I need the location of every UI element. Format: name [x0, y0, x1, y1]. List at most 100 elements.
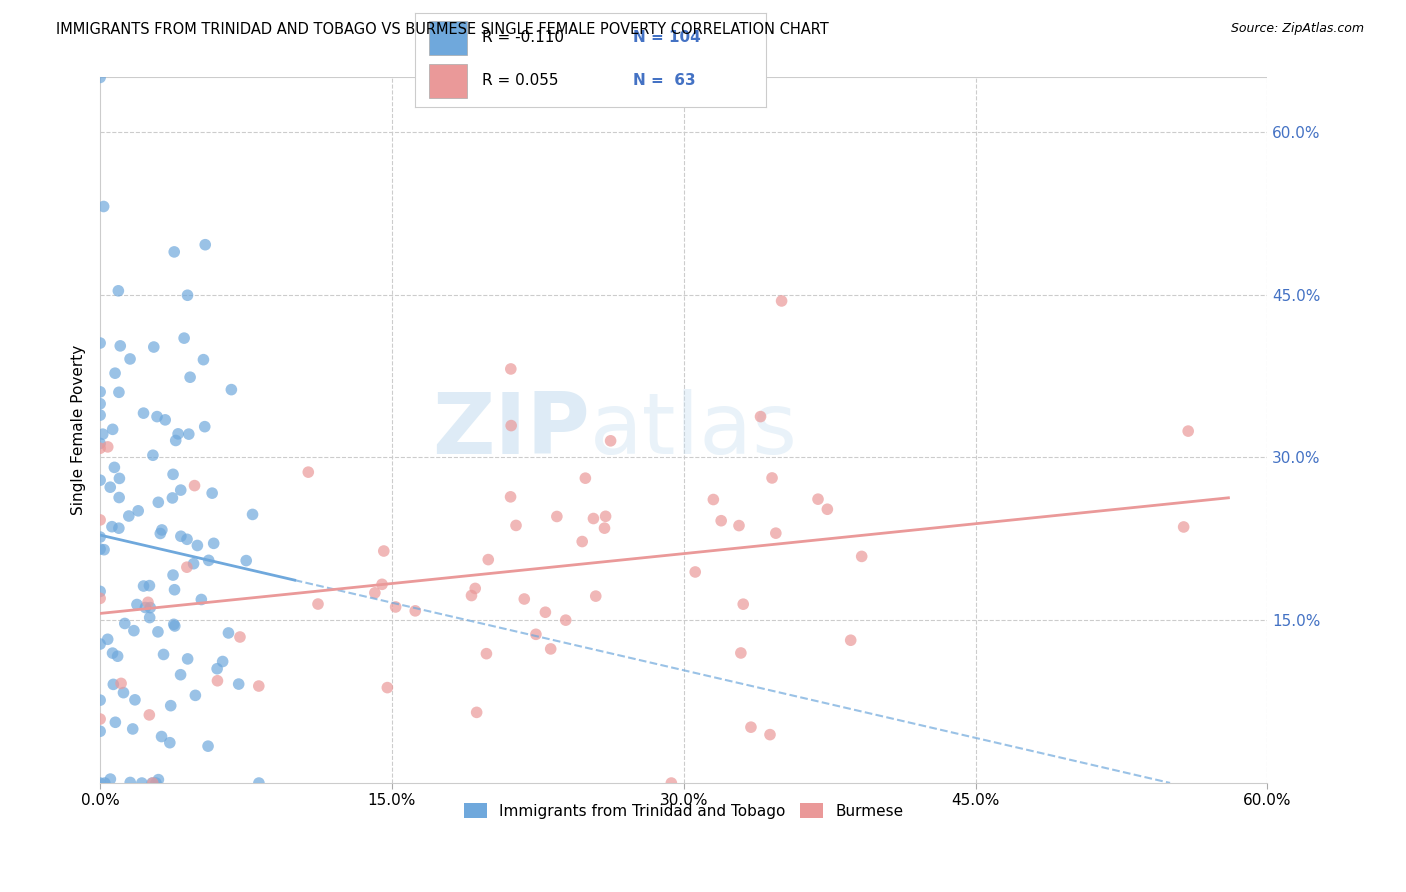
Point	[89, 542, 111, 557]
Point	[97, 632, 120, 647]
Point	[89, 530, 111, 544]
Point	[170, 483, 193, 497]
Point	[146, 409, 169, 424]
Text: Source: ZipAtlas.com: Source: ZipAtlas.com	[1230, 22, 1364, 36]
Point	[132, 406, 155, 420]
Point	[730, 646, 752, 660]
Point	[114, 616, 136, 631]
Point	[148, 495, 170, 509]
Point	[120, 351, 142, 366]
Point	[839, 633, 862, 648]
Point	[228, 677, 250, 691]
Point	[371, 577, 394, 591]
Point	[89, 336, 111, 351]
Point	[242, 508, 264, 522]
Point	[89, 408, 111, 422]
Point	[107, 649, 129, 664]
Point	[162, 491, 184, 505]
Point	[761, 471, 783, 485]
Point	[513, 592, 536, 607]
Point	[593, 521, 616, 535]
Text: R = -0.110: R = -0.110	[481, 30, 564, 45]
Point	[186, 539, 208, 553]
Point	[98, 480, 121, 494]
Point	[136, 595, 159, 609]
Point	[163, 582, 186, 597]
Point	[169, 667, 191, 681]
Point	[173, 331, 195, 345]
Point	[599, 434, 621, 448]
Point	[170, 529, 193, 543]
Point	[89, 591, 111, 606]
Point	[97, 440, 120, 454]
Point	[176, 533, 198, 547]
Point	[167, 426, 190, 441]
Point	[124, 693, 146, 707]
Point	[554, 613, 576, 627]
Point	[91, 427, 114, 442]
Text: atlas: atlas	[591, 389, 799, 472]
Point	[207, 673, 229, 688]
Point	[183, 557, 205, 571]
Point	[184, 689, 207, 703]
Point	[120, 775, 142, 789]
Point	[89, 776, 111, 790]
Point	[121, 722, 143, 736]
Point	[202, 536, 225, 550]
Point	[89, 397, 111, 411]
Text: R = 0.055: R = 0.055	[481, 73, 558, 88]
Point	[89, 70, 111, 85]
Point	[89, 712, 111, 726]
Point	[710, 514, 733, 528]
Point	[235, 553, 257, 567]
Point	[89, 473, 111, 487]
Point	[1173, 520, 1195, 534]
Point	[733, 597, 755, 611]
Point	[194, 237, 217, 252]
Point	[101, 422, 124, 436]
Point	[89, 693, 111, 707]
Point	[108, 471, 131, 485]
Point	[702, 492, 724, 507]
Point	[108, 385, 131, 400]
Point	[307, 597, 329, 611]
Point	[131, 776, 153, 790]
Point	[138, 579, 160, 593]
Point	[138, 610, 160, 624]
FancyBboxPatch shape	[429, 21, 467, 54]
Point	[375, 681, 398, 695]
Point	[297, 465, 319, 479]
Point	[89, 637, 111, 651]
Point	[221, 383, 243, 397]
Point	[193, 352, 215, 367]
Point	[659, 776, 682, 790]
Point	[104, 715, 127, 730]
Point	[247, 776, 270, 790]
Point	[683, 565, 706, 579]
Point	[205, 662, 228, 676]
Point	[765, 526, 787, 541]
Point	[159, 698, 181, 713]
Point	[197, 553, 219, 567]
Point	[142, 776, 165, 790]
Point	[94, 776, 117, 790]
Point	[150, 523, 173, 537]
Point	[101, 646, 124, 660]
Point	[89, 724, 111, 739]
Point	[176, 652, 198, 666]
Point	[384, 599, 406, 614]
Point	[524, 627, 547, 641]
Point	[595, 509, 617, 524]
Point	[141, 776, 163, 790]
Point	[460, 589, 482, 603]
Point	[501, 418, 523, 433]
Point	[163, 619, 186, 633]
Point	[574, 471, 596, 485]
Point	[104, 366, 127, 380]
Text: ZIP: ZIP	[433, 389, 591, 472]
Point	[165, 434, 187, 448]
Text: IMMIGRANTS FROM TRINIDAD AND TOBAGO VS BURMESE SINGLE FEMALE POVERTY CORRELATION: IMMIGRANTS FROM TRINIDAD AND TOBAGO VS B…	[56, 22, 830, 37]
Point	[139, 600, 162, 615]
Point	[107, 284, 129, 298]
Point	[127, 504, 149, 518]
